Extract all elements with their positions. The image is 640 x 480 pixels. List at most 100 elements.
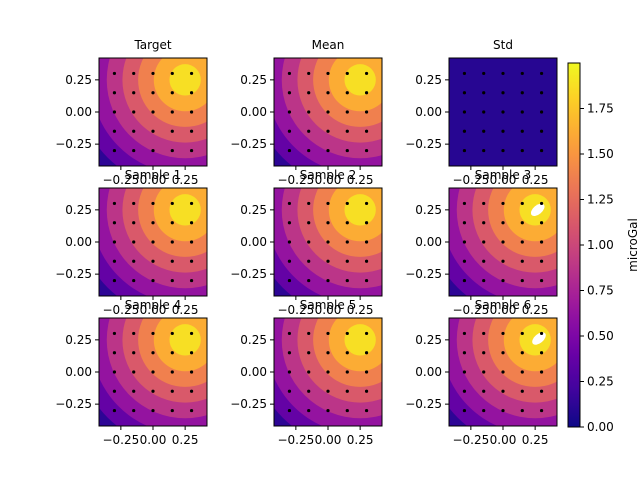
y-tick-label: 0.25	[415, 73, 442, 87]
y-tick-label: 0.00	[415, 235, 442, 249]
observation-point	[132, 351, 136, 355]
observation-point	[132, 408, 136, 413]
observation-point	[170, 389, 174, 393]
x-tick-label: 0.25	[522, 433, 549, 447]
observation-point	[345, 110, 349, 114]
x-tick-label: −0.25	[277, 303, 314, 317]
observation-point	[482, 221, 486, 225]
observation-point	[151, 370, 155, 374]
colorbar-tick-label: 0.50	[587, 329, 614, 343]
colorbar-gradient	[568, 63, 580, 427]
observation-point	[482, 408, 486, 413]
x-tick-label: −0.25	[102, 173, 139, 187]
x-tick-label: 0.25	[172, 173, 199, 187]
observation-point	[189, 408, 194, 413]
observation-point	[345, 240, 349, 244]
observation-point	[326, 331, 330, 336]
contour-band	[169, 194, 201, 226]
observation-point	[462, 370, 467, 374]
observation-point	[501, 201, 505, 206]
observation-point	[287, 129, 292, 133]
observation-point	[112, 259, 117, 263]
observation-point	[364, 71, 369, 76]
y-tick-label: 0.00	[415, 365, 442, 379]
observation-point	[539, 259, 544, 263]
panel-title: Sample 1	[125, 168, 181, 182]
observation-point	[520, 259, 524, 263]
observation-point	[482, 91, 486, 95]
observation-point	[170, 370, 174, 374]
observation-point	[151, 110, 155, 114]
y-tick-label: 0.25	[65, 73, 92, 87]
observation-point	[501, 351, 505, 355]
observation-point	[520, 408, 524, 413]
observation-point	[307, 389, 311, 393]
panel-title: Sample 4	[125, 298, 181, 312]
observation-point	[326, 389, 330, 393]
observation-point	[364, 129, 369, 133]
observation-point	[307, 71, 311, 76]
unfilled-region	[532, 332, 546, 345]
observation-point	[326, 129, 330, 133]
observation-point	[345, 71, 349, 76]
observation-point	[112, 71, 117, 76]
colorbar-tick-label: 1.00	[587, 238, 614, 252]
observation-point	[287, 259, 292, 263]
observation-point	[345, 370, 349, 374]
observation-point	[520, 129, 524, 133]
observation-point	[151, 201, 155, 206]
observation-point	[482, 110, 486, 114]
observation-point	[539, 351, 544, 355]
observation-point	[326, 408, 330, 413]
x-tick-label: −0.25	[452, 433, 489, 447]
observation-point	[170, 129, 174, 133]
y-tick-label: −0.25	[230, 137, 267, 151]
observation-point	[326, 278, 330, 283]
observation-point	[287, 201, 292, 206]
observation-point	[364, 259, 369, 263]
x-tick-label: 0.25	[522, 303, 549, 317]
colorbar-label: microGal	[626, 218, 640, 272]
observation-point	[170, 408, 174, 413]
observation-point	[345, 351, 349, 355]
observation-point	[112, 201, 117, 206]
observation-point	[462, 91, 467, 95]
observation-point	[189, 370, 194, 374]
observation-point	[151, 278, 155, 283]
observation-point	[287, 351, 292, 355]
observation-point	[307, 129, 311, 133]
observation-point	[151, 408, 155, 413]
x-tick-label: 0.00	[490, 173, 517, 187]
y-tick-label: 0.00	[240, 365, 267, 379]
observation-point	[462, 110, 467, 114]
observation-point	[112, 351, 117, 355]
observation-point	[501, 221, 505, 225]
observation-point	[326, 370, 330, 374]
x-tick-label: 0.00	[315, 303, 342, 317]
observation-point	[132, 278, 136, 283]
observation-point	[482, 259, 486, 263]
observation-point	[501, 370, 505, 374]
observation-point	[462, 221, 467, 225]
observation-point	[287, 389, 292, 393]
observation-point	[539, 110, 544, 114]
observation-point	[287, 221, 292, 225]
y-tick-label: 0.00	[240, 105, 267, 119]
observation-point	[539, 240, 544, 244]
observation-point	[520, 221, 524, 225]
observation-point	[501, 148, 505, 153]
observation-point	[112, 148, 117, 153]
observation-point	[189, 129, 194, 133]
observation-point	[520, 110, 524, 114]
observation-point	[287, 110, 292, 114]
observation-point	[501, 408, 505, 413]
panel-title: Mean	[312, 38, 345, 52]
observation-point	[462, 148, 467, 153]
observation-point	[539, 221, 544, 225]
observation-point	[482, 148, 486, 153]
observation-point	[520, 201, 524, 206]
